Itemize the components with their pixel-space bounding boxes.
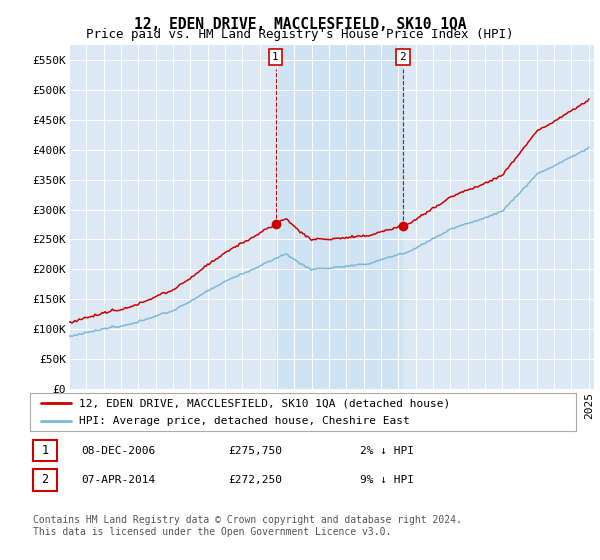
Text: £275,750: £275,750 (228, 446, 282, 456)
Text: 12, EDEN DRIVE, MACCLESFIELD, SK10 1QA: 12, EDEN DRIVE, MACCLESFIELD, SK10 1QA (134, 17, 466, 32)
Text: £272,250: £272,250 (228, 475, 282, 485)
Text: 08-DEC-2006: 08-DEC-2006 (81, 446, 155, 456)
Bar (275, 45, 403, 389)
Text: 2: 2 (41, 473, 49, 487)
Text: 1: 1 (272, 52, 279, 62)
Text: 9% ↓ HPI: 9% ↓ HPI (360, 475, 414, 485)
Text: 1: 1 (41, 444, 49, 458)
Text: 2: 2 (400, 52, 406, 62)
Text: Price paid vs. HM Land Registry's House Price Index (HPI): Price paid vs. HM Land Registry's House … (86, 28, 514, 41)
Text: 12, EDEN DRIVE, MACCLESFIELD, SK10 1QA (detached house): 12, EDEN DRIVE, MACCLESFIELD, SK10 1QA (… (79, 398, 451, 408)
Text: 2% ↓ HPI: 2% ↓ HPI (360, 446, 414, 456)
Text: 07-APR-2014: 07-APR-2014 (81, 475, 155, 485)
Text: HPI: Average price, detached house, Cheshire East: HPI: Average price, detached house, Ches… (79, 416, 410, 426)
Text: Contains HM Land Registry data © Crown copyright and database right 2024.
This d: Contains HM Land Registry data © Crown c… (33, 515, 462, 537)
